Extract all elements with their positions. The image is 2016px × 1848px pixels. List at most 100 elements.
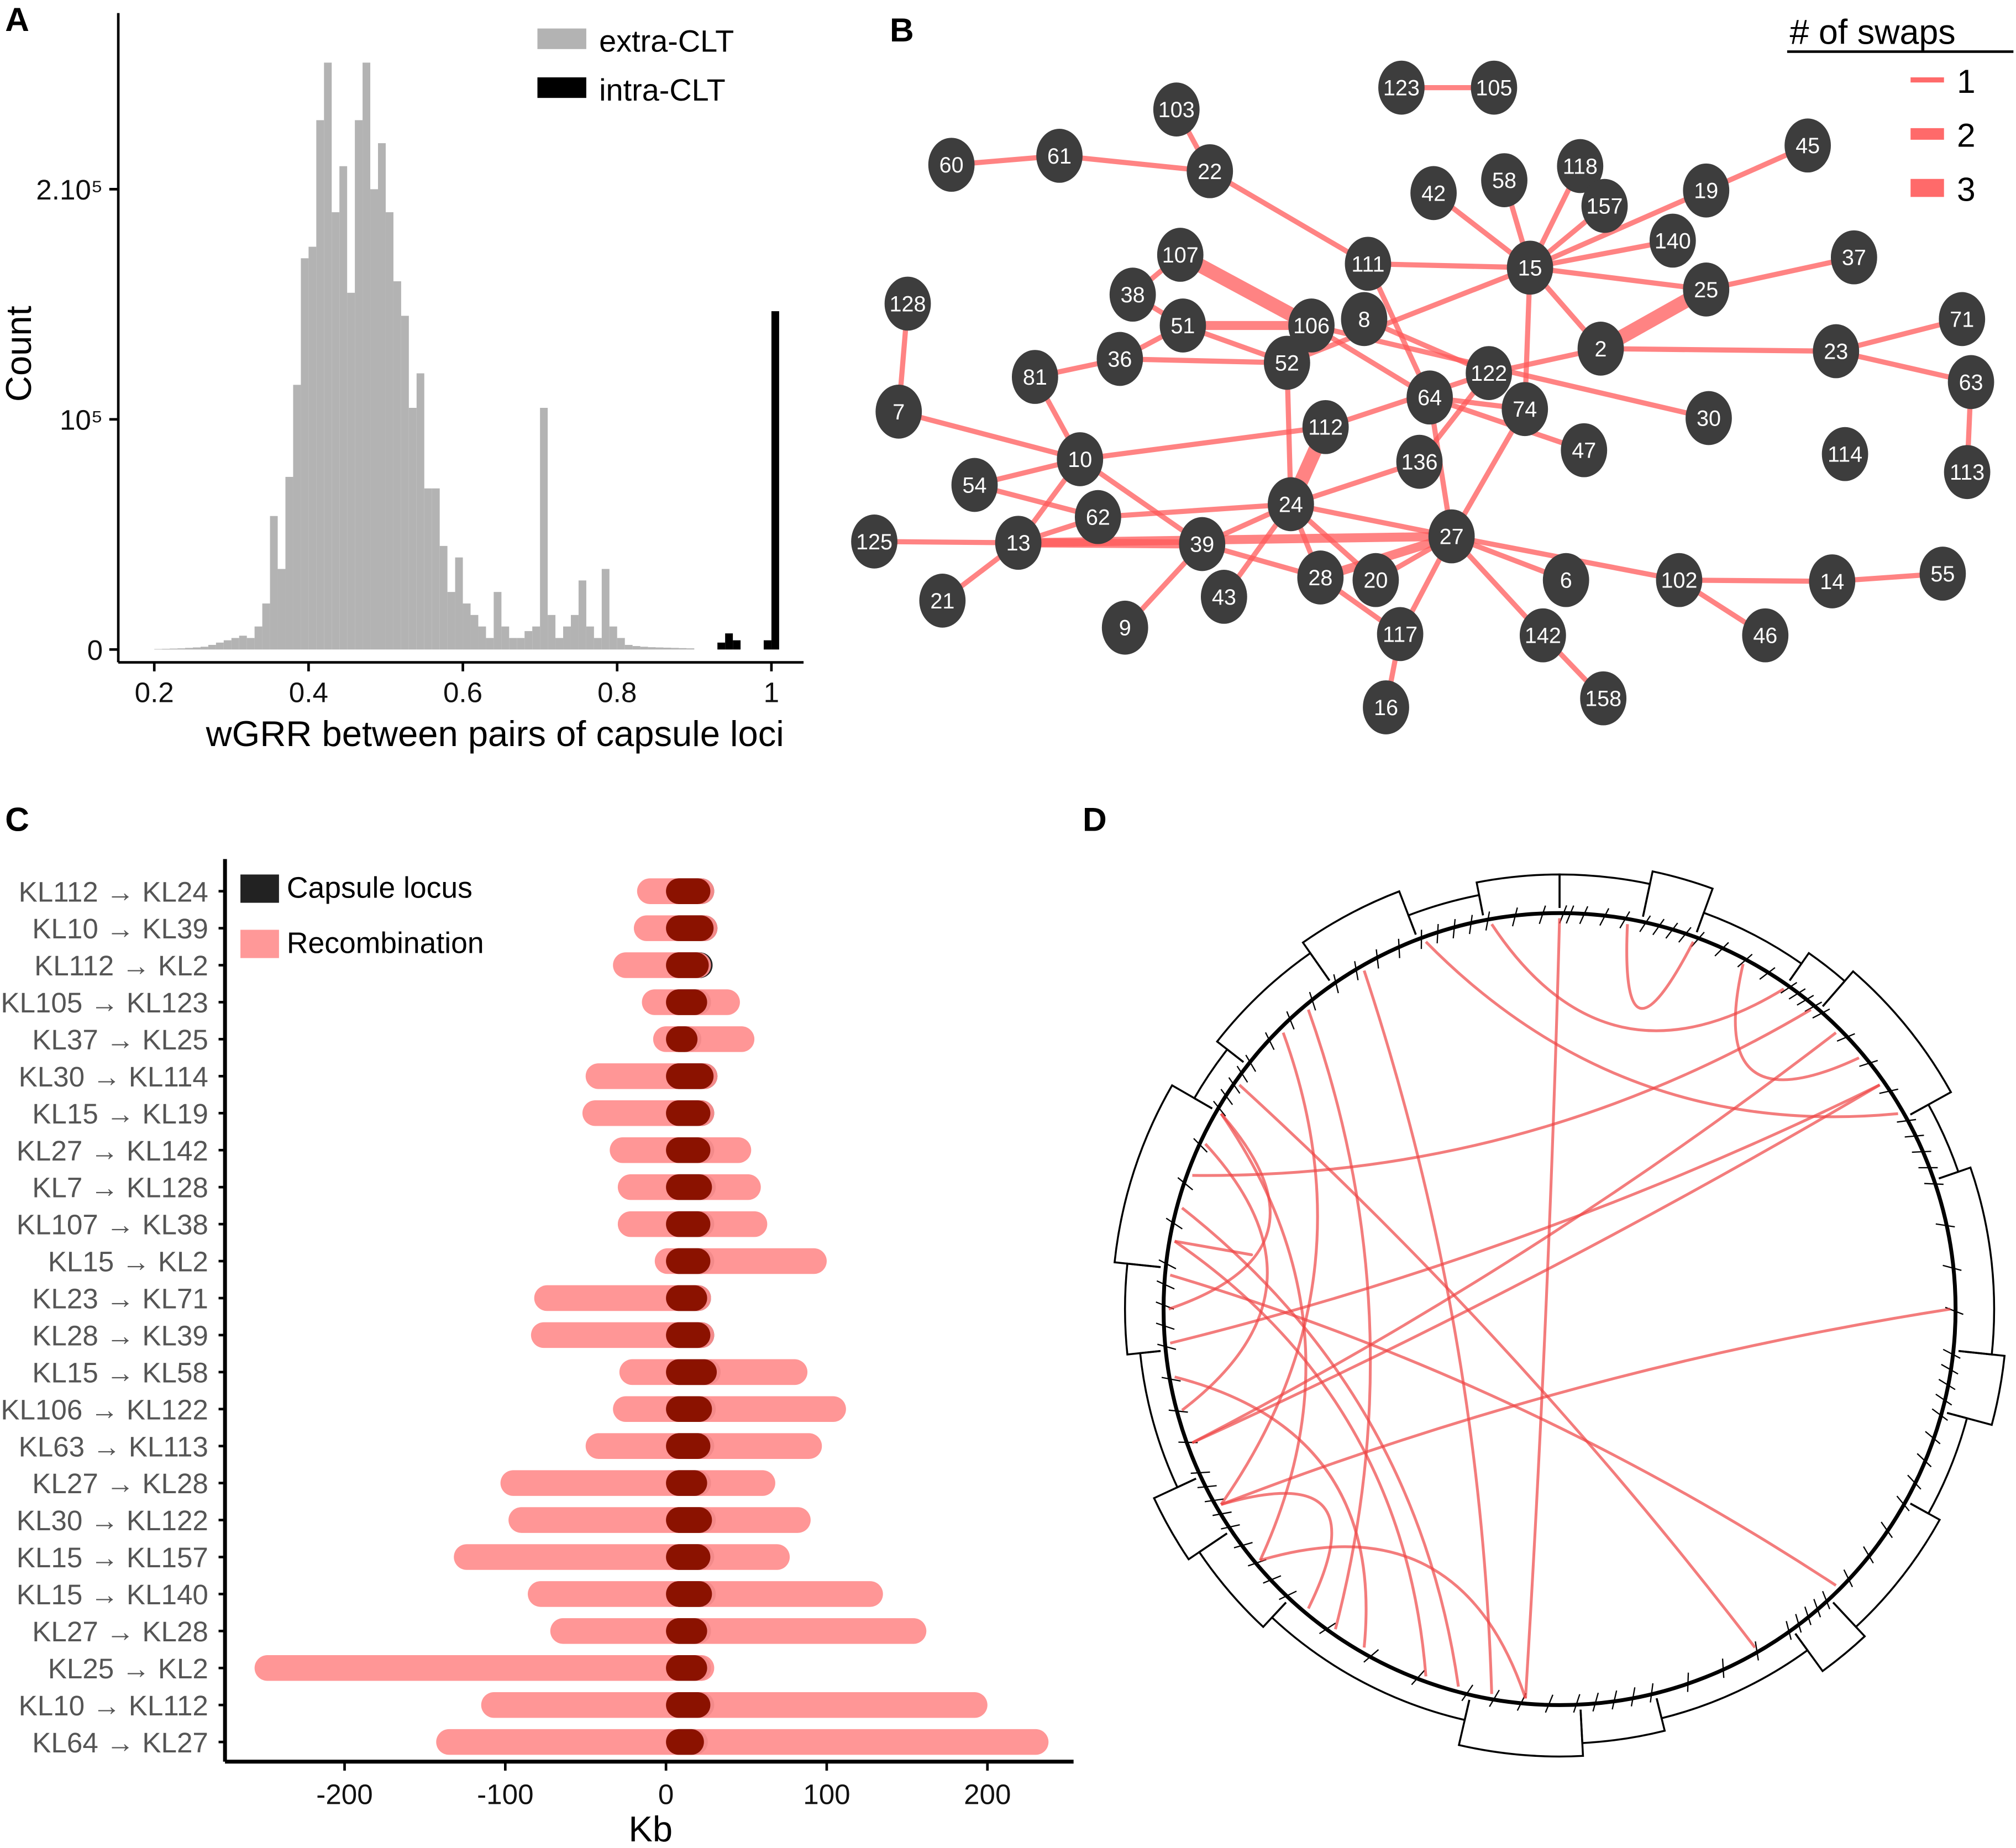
histogram-bar-extra-CLT <box>447 592 455 650</box>
network-node: 81 <box>1011 350 1058 404</box>
histogram-bar-extra-CLT <box>501 626 510 650</box>
histogram-bar-extra-CLT <box>177 648 186 650</box>
histogram-bar-extra-CLT <box>385 212 393 650</box>
row-label: KL7 → KL128 <box>32 1172 208 1204</box>
tree-branch <box>1755 1641 1759 1661</box>
node-circle <box>1074 490 1121 544</box>
row-label: KL64 → KL27 <box>32 1727 208 1758</box>
histogram-bar-extra-CLT <box>486 638 494 650</box>
node-circle <box>1297 550 1344 605</box>
row-label: KL30 → KL114 <box>19 1061 208 1093</box>
tree-branch <box>1812 1008 1830 1019</box>
recombination-chord <box>1191 1031 1837 1444</box>
histogram-bar-extra-CLT <box>632 646 641 650</box>
node-label: 52 <box>1275 351 1299 375</box>
tree-branch <box>1573 1694 1581 1713</box>
node-circle <box>1947 355 1994 410</box>
histogram-bar-intra-CLT <box>733 640 741 650</box>
histogram-bar-extra-CLT <box>517 638 525 650</box>
legend-label-3: 3 <box>1957 170 1976 208</box>
tree-clade-arc <box>1794 1602 1866 1673</box>
node-circle <box>1109 267 1156 322</box>
y-tick-label: 2.10⁵ <box>36 174 103 206</box>
x-tick-label: 0.4 <box>289 677 328 708</box>
row-label: KL28 → KL39 <box>32 1320 208 1351</box>
histogram-bar-extra-CLT <box>339 166 348 650</box>
network-edge <box>1705 255 1855 292</box>
network-node: 113 <box>1944 445 1991 500</box>
node-label: 43 <box>1212 585 1236 610</box>
network-node: 14 <box>1809 554 1856 608</box>
histogram-bar-extra-CLT <box>432 488 440 650</box>
recombination-chord <box>1363 970 1493 1694</box>
network-node: 8 <box>1341 292 1388 347</box>
node-label: 27 <box>1440 525 1464 549</box>
histogram-bar-extra-CLT <box>563 626 571 650</box>
recombination-chord <box>1490 923 1785 1032</box>
tree-branch <box>1233 1542 1253 1548</box>
legend-swatch-extra-clt <box>537 28 586 49</box>
node-label: 123 <box>1383 76 1420 101</box>
histogram-bar-extra-CLT <box>663 647 671 650</box>
legend-label-extra-clt: extra-CLT <box>599 23 734 58</box>
node-label: 71 <box>1950 307 1974 332</box>
network-node: 62 <box>1074 490 1121 544</box>
row-label: KL112 → KL24 <box>19 876 208 907</box>
node-label: 39 <box>1190 532 1214 556</box>
network-node: 20 <box>1352 553 1399 607</box>
histogram-bar-extra-CLT <box>555 638 564 650</box>
histogram-bar-extra-CLT <box>308 246 317 650</box>
node-label: 142 <box>1525 624 1561 648</box>
network-node: 55 <box>1919 547 1966 601</box>
tree-branch <box>1156 1322 1175 1330</box>
network-node: 54 <box>951 458 998 512</box>
histogram-bar-extra-CLT <box>246 638 255 650</box>
tree-branch <box>1398 938 1400 958</box>
network-edge <box>1120 356 1287 366</box>
overlap-bar <box>666 1433 711 1459</box>
tree-branch <box>1212 1511 1232 1516</box>
node-label: 103 <box>1158 98 1195 122</box>
recombination-chord <box>1425 941 1898 1119</box>
overlap-bar <box>666 1692 711 1718</box>
histogram-bar-extra-CLT <box>439 545 448 650</box>
tree-branch <box>1309 991 1316 1011</box>
node-label: 25 <box>1694 278 1718 302</box>
recombination-chord <box>1191 1083 1881 1445</box>
tree-branch <box>1721 1658 1725 1678</box>
tree-branch <box>1263 1575 1282 1584</box>
node-label: 111 <box>1351 252 1384 276</box>
tree-branch <box>1354 961 1359 980</box>
tree-clade-arc <box>1695 911 1803 981</box>
x-tick-label: 0 <box>658 1779 674 1810</box>
network-node: 117 <box>1377 607 1424 662</box>
network-edge <box>1529 238 1673 270</box>
network-node: 158 <box>1580 671 1627 726</box>
histogram-bar-extra-CLT <box>316 120 324 650</box>
node-label: 45 <box>1796 134 1820 158</box>
tree-branch <box>1220 1089 1233 1105</box>
tree-inner-ring <box>1162 911 1958 1707</box>
histogram-bar-extra-CLT <box>378 143 386 650</box>
network-node: 52 <box>1263 335 1310 390</box>
histogram-bar-extra-CLT <box>578 580 586 650</box>
network-edge <box>1177 248 1315 332</box>
tree-branch <box>1579 906 1589 925</box>
node-label: 16 <box>1374 696 1398 720</box>
node-circle <box>1649 213 1696 268</box>
network-node: 106 <box>1288 298 1335 353</box>
node-circle <box>1471 60 1518 115</box>
network-node: 107 <box>1157 228 1204 282</box>
node-label: 9 <box>1119 616 1131 641</box>
node-circle <box>1288 298 1335 353</box>
node-label: 105 <box>1476 76 1512 101</box>
tree-branch <box>1204 1498 1224 1503</box>
node-circle <box>884 276 931 331</box>
tree-clade-arc <box>1457 1699 1584 1758</box>
network-node: 142 <box>1519 608 1566 663</box>
overlap-bar <box>666 989 707 1015</box>
histogram-bar-intra-CLT <box>717 642 726 650</box>
histogram-bar-extra-CLT <box>609 626 617 650</box>
network-node: 157 <box>1581 179 1628 233</box>
network-edge <box>1078 457 1204 547</box>
